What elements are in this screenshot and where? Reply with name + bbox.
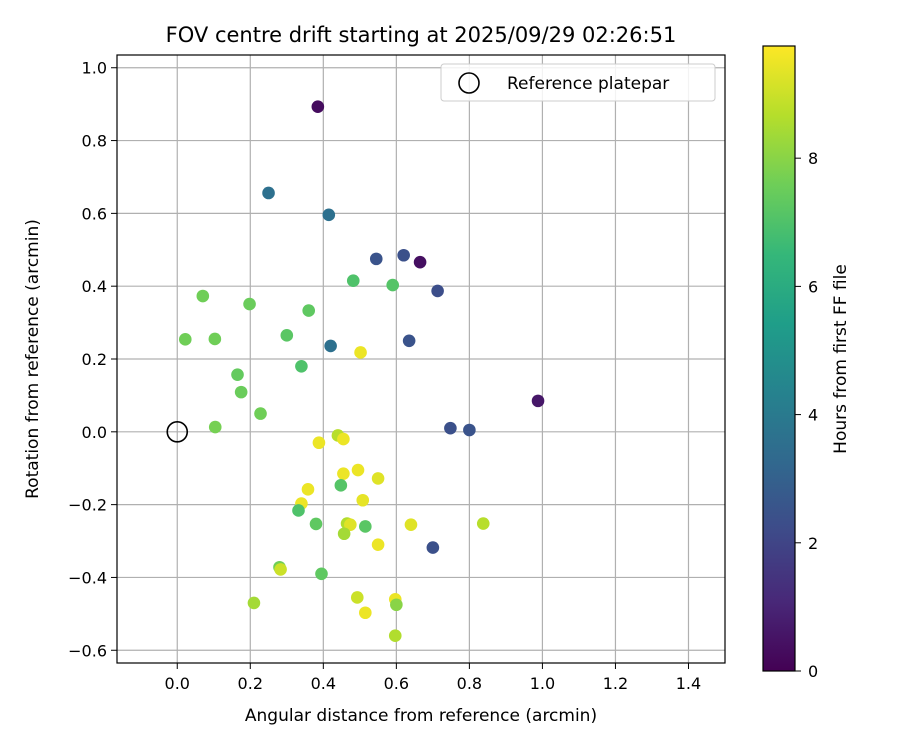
x-axis-ticks: 0.0 0.2 0.4 0.6 0.8 1.0 1.2 1.4	[165, 663, 701, 693]
y-tick-label: 0.4	[82, 277, 107, 296]
data-point	[324, 339, 337, 353]
reference-marker	[166, 421, 189, 443]
x-tick-label: 0.2	[238, 674, 263, 693]
colorbar-tick-label: 4	[808, 406, 818, 425]
colorbar-tick-label: 2	[808, 534, 818, 553]
data-point	[371, 538, 385, 551]
data-point	[337, 467, 350, 480]
x-tick-label: 0.0	[165, 674, 190, 693]
data-point	[208, 420, 222, 434]
data-point	[346, 274, 360, 288]
data-point	[196, 289, 210, 303]
grid-lines	[117, 55, 725, 663]
data-point	[463, 423, 476, 437]
x-tick-label: 1.4	[676, 674, 701, 693]
y-tick-label: −0.4	[68, 568, 107, 587]
y-tick-label: 0.2	[82, 350, 107, 369]
chart-title: FOV centre drift starting at 2025/09/29 …	[166, 23, 677, 47]
x-tick-label: 0.4	[311, 674, 336, 693]
data-point	[476, 517, 490, 530]
y-tick-label: 1.0	[82, 59, 107, 78]
legend-label: Reference platepar	[507, 74, 669, 94]
data-point	[426, 541, 440, 554]
data-point	[344, 518, 357, 531]
data-point	[295, 359, 308, 373]
data-point	[254, 407, 267, 420]
data-point	[404, 518, 418, 531]
data-point	[359, 520, 372, 533]
data-point	[208, 332, 222, 346]
data-point	[243, 297, 256, 311]
x-tick-label: 1.0	[530, 674, 555, 693]
data-point	[334, 479, 348, 492]
legend-reference-icon	[458, 72, 480, 94]
data-point	[315, 567, 328, 581]
data-point	[369, 252, 383, 266]
data-point	[413, 255, 427, 269]
data-point	[359, 606, 372, 620]
scatter-points	[178, 100, 545, 642]
colorbar-gradient	[762, 45, 796, 672]
legend: Reference platepar	[440, 63, 716, 102]
data-point	[356, 493, 370, 507]
plot-area	[116, 54, 726, 664]
data-point	[262, 186, 275, 200]
data-point	[402, 334, 416, 348]
y-axis-label: Rotation from reference (arcmin)	[23, 219, 43, 499]
data-point	[234, 385, 248, 399]
data-point	[350, 591, 364, 604]
x-tick-label: 0.8	[457, 674, 482, 693]
colorbar: 0 2 4 6 8 Hours from first FF file	[762, 45, 851, 681]
data-point	[444, 421, 457, 435]
colorbar-tick-label: 0	[808, 662, 818, 681]
data-point	[337, 527, 351, 541]
data-point	[531, 394, 545, 408]
x-tick-label: 1.2	[603, 674, 628, 693]
y-tick-label: 0.6	[82, 204, 107, 223]
data-point	[351, 463, 365, 477]
y-tick-label: −0.6	[68, 641, 107, 660]
data-point	[312, 436, 326, 450]
colorbar-label: Hours from first FF file	[831, 264, 851, 454]
data-point	[178, 333, 192, 346]
y-tick-label: −0.2	[68, 496, 107, 515]
data-point	[274, 563, 287, 576]
data-point	[386, 278, 399, 292]
data-point	[388, 629, 402, 642]
data-point	[301, 483, 315, 496]
data-point	[311, 100, 325, 113]
data-point	[302, 304, 316, 317]
data-point	[390, 598, 403, 612]
data-point	[354, 346, 367, 359]
data-point	[431, 284, 444, 298]
data-point	[292, 504, 305, 517]
y-tick-label: 0.8	[82, 132, 107, 151]
x-tick-label: 0.6	[384, 674, 409, 693]
colorbar-tick-label: 6	[808, 277, 818, 296]
data-point	[397, 248, 410, 262]
data-point	[280, 329, 294, 342]
colorbar-tick-label: 8	[808, 149, 818, 168]
x-axis-label: Angular distance from reference (arcmin)	[245, 706, 597, 726]
data-point	[231, 368, 244, 381]
data-point	[309, 517, 323, 531]
legend-box	[440, 63, 716, 102]
y-axis-ticks: −0.6 −0.4 −0.2 0.0 0.2 0.4 0.6 0.8 1.0	[68, 59, 117, 660]
data-point	[371, 472, 385, 485]
data-point	[322, 208, 336, 222]
y-tick-label: 0.0	[82, 423, 107, 442]
data-point	[337, 432, 350, 446]
data-point	[247, 596, 261, 610]
colorbar-ticks: 0 2 4 6 8	[795, 149, 818, 681]
